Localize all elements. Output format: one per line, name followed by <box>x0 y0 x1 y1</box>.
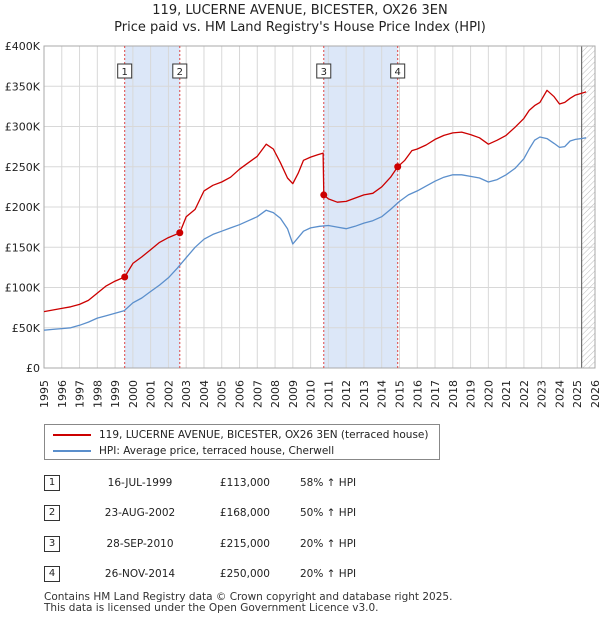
x-tick-label: 2012 <box>340 380 353 408</box>
sale-marker-box <box>316 63 332 79</box>
plot-area-border <box>43 45 596 369</box>
hpi-line <box>43 136 587 331</box>
x-tick-label: 2003 <box>180 380 193 408</box>
y-tick-label: £150K <box>5 241 41 254</box>
y-tick-label: £50K <box>12 322 41 335</box>
transaction-badge: 4 <box>44 566 60 582</box>
transaction-badge: 1 <box>44 475 60 491</box>
x-tick-label: 2024 <box>553 380 566 408</box>
x-tick-label: 2007 <box>251 380 264 408</box>
x-tick-label: 2023 <box>536 380 549 408</box>
x-tick-label: 2006 <box>234 380 247 408</box>
forecast-region <box>581 46 595 368</box>
transaction-price: £113,000 <box>219 477 270 489</box>
price-chart: 1 2 3 4 £0 £50K £100K £150K £200K £250K £300K £350K… <box>5 40 600 408</box>
x-tick-label: 2015 <box>393 380 406 408</box>
x-tick-label: 2022 <box>518 380 531 408</box>
sale-point <box>176 229 184 237</box>
chart-legend: 119, LUCERNE AVENUE, BICESTER, OX26 3EN … <box>44 424 440 460</box>
x-tick-label: 2004 <box>198 380 211 408</box>
x-tick-label: 2010 <box>305 380 318 408</box>
chart-title-line1: 119, LUCERNE AVENUE, BICESTER, OX26 3EN <box>152 3 448 18</box>
x-tick-label: 2016 <box>411 380 424 408</box>
transaction-hpi: 58% ↑ HPI <box>300 477 357 489</box>
x-tick-label: 2014 <box>376 380 389 408</box>
x-tick-label: 2011 <box>322 380 335 408</box>
x-tick-label: 2000 <box>127 380 140 408</box>
transaction-date: 16-JUL-1999 <box>107 477 173 489</box>
transaction-badge: 3 <box>44 536 60 552</box>
sale-point <box>394 163 402 171</box>
y-tick-label: £350K <box>5 80 41 93</box>
sale-marker-label: 1 <box>122 67 128 78</box>
sale-point <box>121 273 129 281</box>
y-tick-label: £200K <box>5 201 41 214</box>
x-tick-label: 2025 <box>571 380 584 408</box>
x-tick-label: 2017 <box>429 380 442 408</box>
x-tick-label: 2020 <box>482 380 495 408</box>
x-tick-label: 2005 <box>216 380 229 408</box>
legend-label-property: 119, LUCERNE AVENUE, BICESTER, OX26 3EN … <box>99 429 429 441</box>
legend-label-hpi: HPI: Average price, terraced house, Cher… <box>99 445 335 457</box>
x-tick-label: 2019 <box>465 380 478 408</box>
sale-marker-label: 4 <box>395 67 401 78</box>
legend-swatch-hpi <box>53 450 91 452</box>
x-tick-label: 1999 <box>109 380 122 408</box>
y-tick-label: £100K <box>5 282 41 295</box>
x-tick-label: 1996 <box>56 380 69 408</box>
transaction-badge: 2 <box>44 505 60 521</box>
sale-marker-box <box>172 63 188 79</box>
x-tick-label: 2018 <box>447 380 460 408</box>
legend-swatch-property <box>53 434 91 436</box>
x-tick-label: 1995 <box>38 380 51 408</box>
transaction-hpi: 20% ↑ HPI <box>300 568 357 580</box>
x-tick-label: 2013 <box>358 380 371 408</box>
transaction-price: £215,000 <box>219 538 270 550</box>
x-tick-label: 2026 <box>589 380 600 408</box>
transaction-date: 23-AUG-2002 <box>104 507 176 519</box>
transaction-price: £250,000 <box>219 568 270 580</box>
sale-marker-box <box>390 63 406 79</box>
transaction-hpi: 50% ↑ HPI <box>300 507 357 519</box>
y-tick-label: £0 <box>26 362 40 375</box>
transaction-date: 28-SEP-2010 <box>106 538 174 550</box>
x-tick-label: 2001 <box>145 380 158 408</box>
x-tick-label: 2002 <box>162 380 175 408</box>
x-tick-label: 1998 <box>91 380 104 408</box>
y-tick-label: £300K <box>5 121 41 134</box>
chart-title-line2: Price paid vs. HM Land Registry's House … <box>114 20 486 35</box>
sale-marker-label: 2 <box>177 67 183 78</box>
transaction-hpi: 20% ↑ HPI <box>300 538 357 550</box>
y-tick-label: £250K <box>5 161 41 174</box>
sale-marker-box <box>117 63 133 79</box>
x-tick-label: 2009 <box>287 380 300 408</box>
footer-note: Contains HM Land Registry data © Crown c… <box>44 592 452 614</box>
x-tick-label: 2008 <box>269 380 282 408</box>
x-tick-label: 2021 <box>500 380 513 408</box>
footer-copyright: Contains HM Land Registry data © Crown c… <box>44 591 453 603</box>
transaction-date: 26-NOV-2014 <box>104 568 176 580</box>
transaction-price: £168,000 <box>219 507 270 519</box>
sale-point <box>320 191 328 199</box>
footer-licence: This data is licensed under the Open Gov… <box>44 602 379 614</box>
sale-marker-label: 3 <box>321 67 327 78</box>
x-tick-label: 1997 <box>74 380 87 408</box>
y-tick-label: £400K <box>5 40 41 53</box>
